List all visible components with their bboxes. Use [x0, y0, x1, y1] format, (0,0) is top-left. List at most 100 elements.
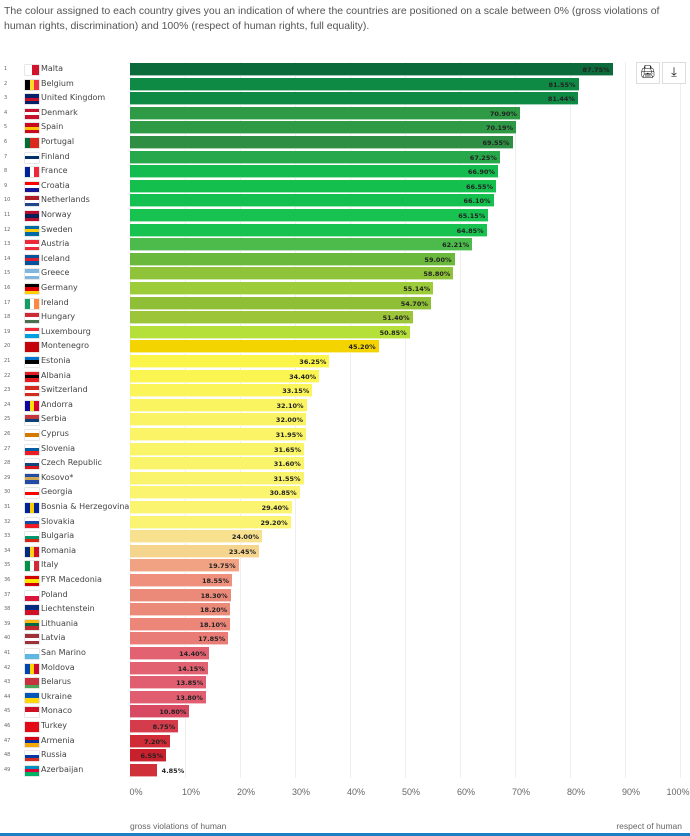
bar[interactable]: [130, 676, 207, 690]
bar[interactable]: [130, 603, 231, 617]
bar[interactable]: [130, 209, 489, 222]
bar[interactable]: [130, 617, 230, 631]
bar-row: 19 Luxembourg 50.85%: [0, 325, 690, 340]
bar[interactable]: [130, 194, 494, 208]
bar[interactable]: [130, 165, 498, 179]
gridline: [460, 62, 461, 778]
flag-icon: [25, 284, 39, 294]
flag-icon: [25, 167, 40, 178]
bar-row: 22 Albania 34.40%: [0, 369, 690, 384]
bar[interactable]: [130, 179, 497, 193]
bar[interactable]: [130, 486, 300, 500]
flag-icon: [25, 663, 40, 674]
bar[interactable]: [130, 355, 330, 368]
bar[interactable]: [130, 106, 520, 120]
rank-number: 37: [4, 591, 11, 598]
country-name: Belarus: [41, 677, 72, 687]
bar[interactable]: [130, 252, 455, 266]
bar[interactable]: [130, 763, 157, 777]
country-name: Portugal: [41, 137, 75, 146]
bar[interactable]: [130, 238, 473, 252]
bar[interactable]: [130, 442, 305, 456]
bar[interactable]: [130, 661, 208, 675]
value-label: 50.85%: [379, 328, 407, 337]
rank-number: 40: [4, 635, 11, 642]
bar-row: 41 San Marino 14.40%: [0, 647, 690, 661]
bar[interactable]: [130, 720, 179, 733]
country-name: Andorra: [41, 399, 73, 409]
bar[interactable]: [130, 311, 413, 325]
country-name: Serbia: [41, 414, 67, 424]
bar[interactable]: [130, 530, 262, 544]
x-tick-label: 90%: [621, 787, 641, 797]
rank-number: 20: [4, 343, 11, 350]
bar[interactable]: [130, 413, 306, 427]
download-button[interactable]: ⤓: [662, 62, 686, 84]
country-name: Austria: [41, 239, 70, 249]
bar[interactable]: [130, 574, 233, 587]
bar[interactable]: [130, 734, 170, 748]
bar[interactable]: [130, 749, 167, 763]
flag-icon: [25, 678, 39, 689]
flag-icon: [25, 605, 39, 616]
value-label: 18.30%: [200, 591, 228, 600]
bar[interactable]: [130, 559, 239, 573]
bar-row: 11 Norway 65.15%: [0, 209, 690, 223]
bar[interactable]: [130, 457, 304, 471]
value-label: 51.40%: [382, 314, 410, 323]
bar[interactable]: [130, 77, 579, 91]
bar[interactable]: [130, 515, 291, 529]
bar[interactable]: [130, 340, 379, 354]
bar[interactable]: [130, 398, 307, 412]
bar[interactable]: [130, 384, 313, 398]
x-label-right: respect of human: [616, 821, 682, 831]
bar[interactable]: [130, 267, 454, 281]
rank-number: 45: [4, 708, 11, 715]
bar[interactable]: [130, 647, 210, 660]
flag-icon: [25, 503, 40, 513]
bar[interactable]: [130, 690, 206, 704]
bar-row: 5 Spain 70.19%: [0, 121, 690, 135]
bar[interactable]: [130, 501, 292, 514]
rank-number: 44: [4, 693, 11, 700]
value-label: 31.60%: [273, 460, 301, 469]
flag-icon: [25, 619, 39, 630]
country-name: Azerbaijan: [41, 764, 84, 774]
bar-row: 36 FYR Macedonia 18.55%: [0, 574, 690, 588]
country-name: United Kingdom: [41, 93, 106, 103]
bar-row: 33 Bulgaria 24.00%: [0, 530, 690, 544]
flag-icon: [25, 576, 39, 586]
value-label: 45.20%: [348, 343, 376, 352]
bar-row: 42 Moldova 14.15%: [0, 661, 690, 676]
value-label: 10.80%: [159, 708, 187, 717]
bar[interactable]: [130, 428, 306, 441]
bar-row: 37 Poland 18.30%: [0, 588, 690, 603]
rank-number: 7: [4, 153, 8, 160]
bar-row: 9 Croatia 66.55%: [0, 179, 690, 194]
bar[interactable]: [130, 471, 304, 485]
bar[interactable]: [130, 121, 517, 135]
bar[interactable]: [130, 282, 434, 295]
print-button[interactable]: 🖨: [636, 62, 660, 84]
value-label: 13.80%: [175, 693, 203, 702]
bar[interactable]: [130, 544, 259, 558]
bar[interactable]: [130, 369, 320, 383]
bar[interactable]: [130, 63, 613, 76]
bar[interactable]: [130, 136, 513, 149]
rank-number: 38: [4, 606, 11, 613]
country-name: Italy: [41, 560, 59, 570]
rank-number: 35: [4, 562, 11, 569]
bar[interactable]: [130, 588, 231, 602]
bar[interactable]: [130, 223, 487, 237]
intro-text: The colour assigned to each country give…: [4, 5, 660, 32]
bar[interactable]: [130, 705, 190, 719]
bar[interactable]: [130, 150, 500, 164]
value-label: 66.55%: [465, 182, 494, 191]
bar[interactable]: [130, 325, 410, 339]
bar[interactable]: [130, 92, 578, 106]
rank-number: 19: [4, 328, 11, 335]
bar[interactable]: [130, 296, 431, 310]
rank-number: 4: [4, 109, 8, 116]
bar[interactable]: [130, 632, 229, 646]
rank-number: 12: [4, 226, 11, 233]
